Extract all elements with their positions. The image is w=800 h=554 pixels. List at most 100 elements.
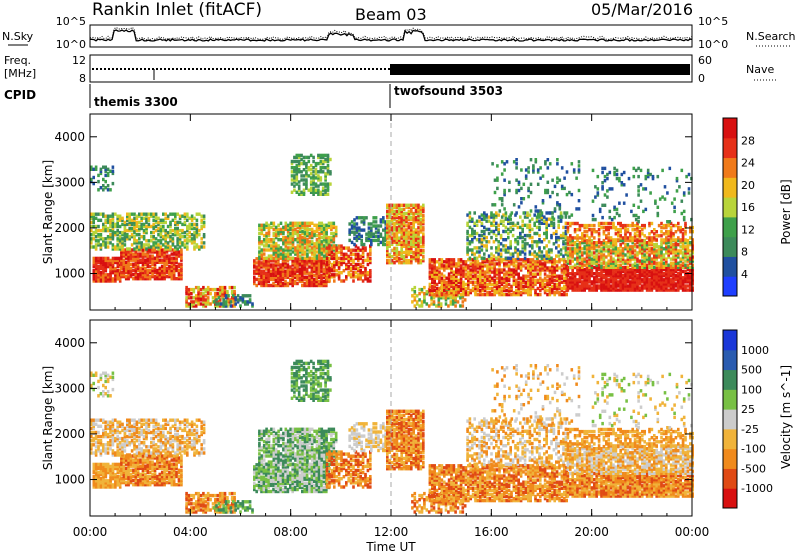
power-cell (400, 241, 403, 244)
power-cell (345, 275, 348, 278)
power-cell (327, 154, 330, 157)
power-cell (438, 258, 441, 261)
power-cell (546, 293, 549, 296)
nsky-label: N.Sky (2, 30, 34, 43)
power-cell (143, 213, 146, 216)
power-cell (317, 154, 320, 157)
power-cell (300, 154, 303, 157)
power-cell (501, 172, 504, 175)
power-cell (353, 243, 356, 246)
power-cell (360, 239, 363, 242)
power-cell (161, 259, 164, 262)
power-cell (471, 248, 474, 251)
power-cell (539, 293, 542, 296)
power-cell (160, 219, 163, 222)
power-cell (617, 288, 620, 291)
power-cell (268, 254, 271, 257)
power-cell (309, 257, 312, 260)
power-cell (137, 252, 140, 255)
power-cell (184, 213, 187, 216)
power-cell (137, 273, 140, 276)
power-cell (448, 258, 451, 261)
power-cell (478, 234, 481, 237)
power-cell (116, 229, 119, 232)
power-cell (321, 240, 324, 243)
power-cell (505, 248, 508, 251)
power-cell (150, 245, 153, 248)
power-cell (144, 252, 147, 255)
power-cell (258, 246, 261, 249)
power-cell (495, 226, 498, 229)
power-cell (474, 285, 477, 288)
power-cell (527, 264, 530, 267)
power-cell (505, 277, 508, 280)
power-cell (546, 279, 549, 282)
power-cell (464, 298, 467, 301)
power-cell (541, 254, 544, 257)
power-cell (471, 228, 474, 231)
power-cell (617, 280, 620, 283)
power-cell (553, 266, 556, 269)
power-cell (246, 300, 249, 303)
power-cell (355, 253, 358, 256)
power-cell (176, 221, 179, 224)
power-cell (515, 158, 518, 161)
power-cell (258, 232, 261, 235)
power-cell (433, 258, 436, 261)
power-cell (430, 302, 433, 305)
power-cell (176, 227, 179, 230)
power-cell (438, 262, 441, 265)
power-cell (121, 217, 124, 220)
power-cell (537, 168, 540, 171)
power-cell (524, 215, 527, 218)
power-cell (541, 222, 544, 225)
power-cell (517, 252, 520, 255)
power-cell (363, 216, 366, 219)
power-cell (191, 237, 194, 240)
power-cell (282, 248, 285, 251)
power-cell (514, 224, 517, 227)
power-cell (246, 294, 249, 297)
power-cell (375, 220, 378, 223)
nave-label: Nave (746, 63, 774, 76)
power-cell (411, 288, 414, 291)
power-cell (433, 293, 436, 296)
power-cell (408, 204, 411, 207)
power-cell (526, 224, 529, 227)
power-cell (131, 233, 134, 236)
power-cell (304, 222, 307, 225)
power-cell (420, 236, 423, 239)
power-cell (569, 266, 572, 269)
power-cell (331, 263, 334, 266)
power-cell (515, 211, 518, 214)
power-cell (303, 178, 306, 181)
power-cell (443, 293, 446, 296)
power-cell (181, 241, 184, 244)
power-cell (164, 213, 167, 216)
power-cell (505, 270, 508, 273)
power-cell (237, 294, 240, 297)
power-cell (531, 236, 534, 239)
power-cell (186, 225, 189, 228)
power-cell (309, 248, 312, 251)
power-cell (308, 272, 311, 275)
power-cell (627, 284, 630, 287)
power-cell (287, 282, 290, 285)
power-cell (546, 266, 549, 269)
power-cell (607, 278, 610, 281)
power-cell (495, 222, 498, 225)
power-cell (315, 162, 318, 165)
power-cell (351, 241, 354, 244)
power-cell (364, 246, 367, 249)
power-cell (472, 287, 475, 290)
power-cell (292, 222, 295, 225)
power-cell (521, 224, 524, 227)
power-cell (375, 231, 378, 234)
power-cell (140, 241, 143, 244)
power-cell (477, 260, 480, 263)
power-cell (322, 187, 325, 190)
power-cell (152, 219, 155, 222)
power-cell (574, 264, 577, 267)
power-cell (557, 224, 560, 227)
power-cell (403, 204, 406, 207)
